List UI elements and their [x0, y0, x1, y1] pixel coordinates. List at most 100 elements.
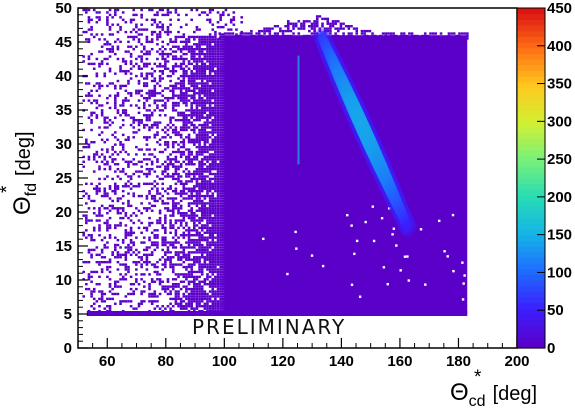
heatmap-cell [208, 116, 212, 119]
heatmap-cell [124, 212, 128, 215]
heatmap-cell [235, 89, 238, 92]
heatmap-cell [179, 212, 183, 215]
heatmap-cell [208, 55, 212, 58]
heatmap-cell [466, 34, 469, 38]
heatmap-cell [179, 67, 183, 70]
heatmap-cell [119, 221, 122, 225]
heatmap-cell [179, 128, 183, 132]
heatmap-cell [221, 145, 225, 149]
heatmap-cell [150, 292, 154, 296]
heatmap-cell [219, 280, 222, 283]
heatmap-cell [214, 40, 217, 44]
heatmap-cell [198, 167, 201, 171]
heatmap-cell [237, 307, 241, 310]
heatmap-cell [214, 253, 217, 257]
heatmap-cell [216, 74, 220, 78]
heatmap-cell [219, 70, 222, 73]
heatmap-cell [250, 34, 253, 38]
heatmap-cell [297, 27, 301, 30]
heatmap-cell [145, 172, 149, 176]
heatmap-cell [174, 207, 178, 210]
heatmap-cell [153, 18, 157, 22]
heatmap-cell [334, 20, 337, 23]
heatmap-cell [127, 160, 130, 163]
heatmap-cell [142, 114, 146, 117]
colorbar-band [517, 336, 545, 343]
heatmap-cell [219, 40, 222, 44]
heatmap-cell [221, 302, 225, 305]
heatmap-cell [177, 305, 180, 308]
heatmap-cell [219, 165, 222, 168]
colorbar-band [517, 178, 545, 185]
heatmap-cell [156, 141, 159, 144]
heatmap-cell [229, 104, 233, 107]
heatmap-cell [129, 52, 133, 56]
heatmap-cell [148, 96, 151, 100]
heatmap-cell [211, 55, 215, 58]
heatmap-cell [208, 295, 212, 298]
heatmap-cell [208, 185, 212, 188]
heatmap-cell [216, 52, 220, 56]
heatmap-cell [177, 263, 180, 266]
heatmap-cell [214, 229, 217, 232]
heatmap-cell [95, 16, 99, 19]
heatmap-cell [219, 214, 222, 217]
heatmap-hole [372, 239, 376, 243]
heatmap-cell [177, 175, 180, 178]
heatmap-cell [98, 38, 101, 41]
heatmap-cell [98, 229, 101, 232]
heatmap-cell [166, 278, 170, 281]
heatmap-cell [273, 32, 277, 35]
heatmap-cell [208, 38, 212, 41]
heatmap-cell [235, 57, 238, 61]
heatmap-cell [203, 238, 207, 242]
heatmap-cell [229, 47, 233, 51]
heatmap-cell [195, 256, 199, 259]
heatmap-cell [187, 138, 191, 141]
heatmap-cell [227, 248, 230, 252]
heatmap-cell [232, 45, 236, 48]
heatmap-cell [92, 158, 96, 161]
heatmap-cell [113, 11, 117, 14]
heatmap-cell [221, 278, 225, 281]
heatmap-cell [129, 282, 133, 286]
heatmap-cell [119, 170, 122, 173]
heatmap-cell [206, 101, 209, 105]
heatmap-cell [121, 167, 125, 171]
heatmap-cell [142, 106, 146, 110]
heatmap-cell [211, 165, 215, 168]
heatmap-cell [108, 94, 112, 97]
heatmap-cell [185, 158, 188, 161]
heatmap-cell [227, 84, 230, 88]
heatmap-cell [198, 123, 201, 127]
heatmap-cell [235, 106, 238, 110]
heatmap-cell [169, 79, 172, 83]
heatmap-cell [132, 28, 136, 31]
heatmap-cell [206, 226, 209, 230]
heatmap-hole [386, 282, 389, 286]
heatmap-cell [237, 305, 241, 308]
heatmap-cell [227, 231, 230, 234]
heatmap-cell [148, 94, 151, 97]
heatmap-cell [95, 260, 99, 264]
heatmap-cell [208, 21, 212, 24]
heatmap-cell [227, 52, 230, 56]
heatmap-cell [166, 60, 170, 63]
heatmap-cell [221, 158, 225, 161]
heatmap-cell [111, 287, 114, 291]
heatmap-cell [90, 305, 93, 308]
heatmap-cell [145, 258, 149, 261]
heatmap-cell [137, 209, 141, 212]
heatmap-cell [214, 182, 217, 186]
heatmap-cell [158, 165, 162, 168]
heatmap-cell [286, 34, 290, 38]
heatmap-cell [140, 290, 143, 293]
heatmap-cell [190, 47, 193, 51]
heatmap-cell [174, 150, 178, 154]
heatmap-cell [211, 141, 215, 144]
heatmap-cell [100, 248, 104, 252]
heatmap-cell [119, 246, 122, 249]
heatmap-cell [103, 260, 107, 264]
heatmap-cell [193, 202, 196, 205]
heatmap-cell [100, 50, 104, 53]
